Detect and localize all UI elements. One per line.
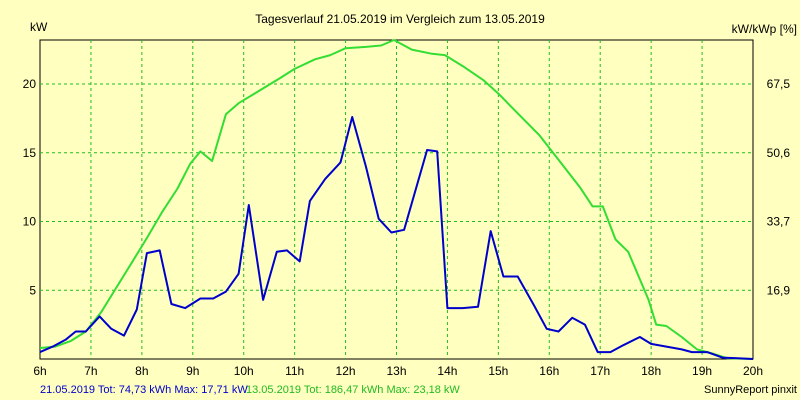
chart-title: Tagesverlauf 21.05.2019 im Vergleich zum… — [255, 12, 545, 26]
y-tick-label-right: 67,5 — [767, 77, 791, 91]
x-tick-label: 7h — [84, 364, 97, 378]
x-tick-label: 13h — [386, 364, 406, 378]
y-axis-right-label: kW/kWp [%] — [732, 22, 797, 36]
x-tick-label: 12h — [336, 364, 356, 378]
tick-labels: 6h 7h 8h 9h 10h 11h 12h 13h 14h 15h 16h 17h 18h 19h 20… — [23, 77, 791, 378]
series-line-13.05.2019 — [39, 39, 754, 360]
y-tick-label-right: 16,9 — [767, 283, 791, 297]
x-tick-label: 17h — [590, 364, 610, 378]
footer-credit: SunnyReport pinxit — [704, 384, 797, 396]
x-tick-label: 19h — [692, 364, 712, 378]
series-line-21.05.2019 — [39, 116, 754, 360]
x-tick-label: 18h — [641, 364, 661, 378]
y-tick-label-left: 20 — [23, 77, 37, 91]
grid — [40, 40, 753, 359]
y-tick-label-left: 15 — [23, 146, 37, 160]
x-tick-label: 11h — [285, 364, 304, 378]
y-tick-label-right: 50,6 — [767, 146, 791, 160]
y-tick-label-right: 33,7 — [767, 215, 791, 229]
y-tick-label-left: 5 — [29, 283, 36, 297]
x-tick-label: 10h — [234, 364, 254, 378]
x-tick-label: 8h — [135, 364, 148, 378]
x-tick-label: 9h — [186, 364, 199, 378]
series-group — [39, 39, 754, 360]
x-tick-label: 15h — [488, 364, 508, 378]
x-tick-label: 14h — [437, 364, 457, 378]
footer-series-1-stats: 21.05.2019 Tot: 74,73 kWh Max: 17,71 kW — [40, 384, 248, 396]
y-tick-label-left: 10 — [23, 215, 37, 229]
y-axis-left-label: kW — [30, 20, 48, 34]
x-tick-label: 16h — [539, 364, 559, 378]
x-tick-label: 20h — [743, 364, 763, 378]
x-tick-label: 6h — [33, 364, 46, 378]
footer-series-2-stats: 13.05.2019 Tot: 186,47 kWh Max: 23,18 kW — [246, 384, 460, 396]
